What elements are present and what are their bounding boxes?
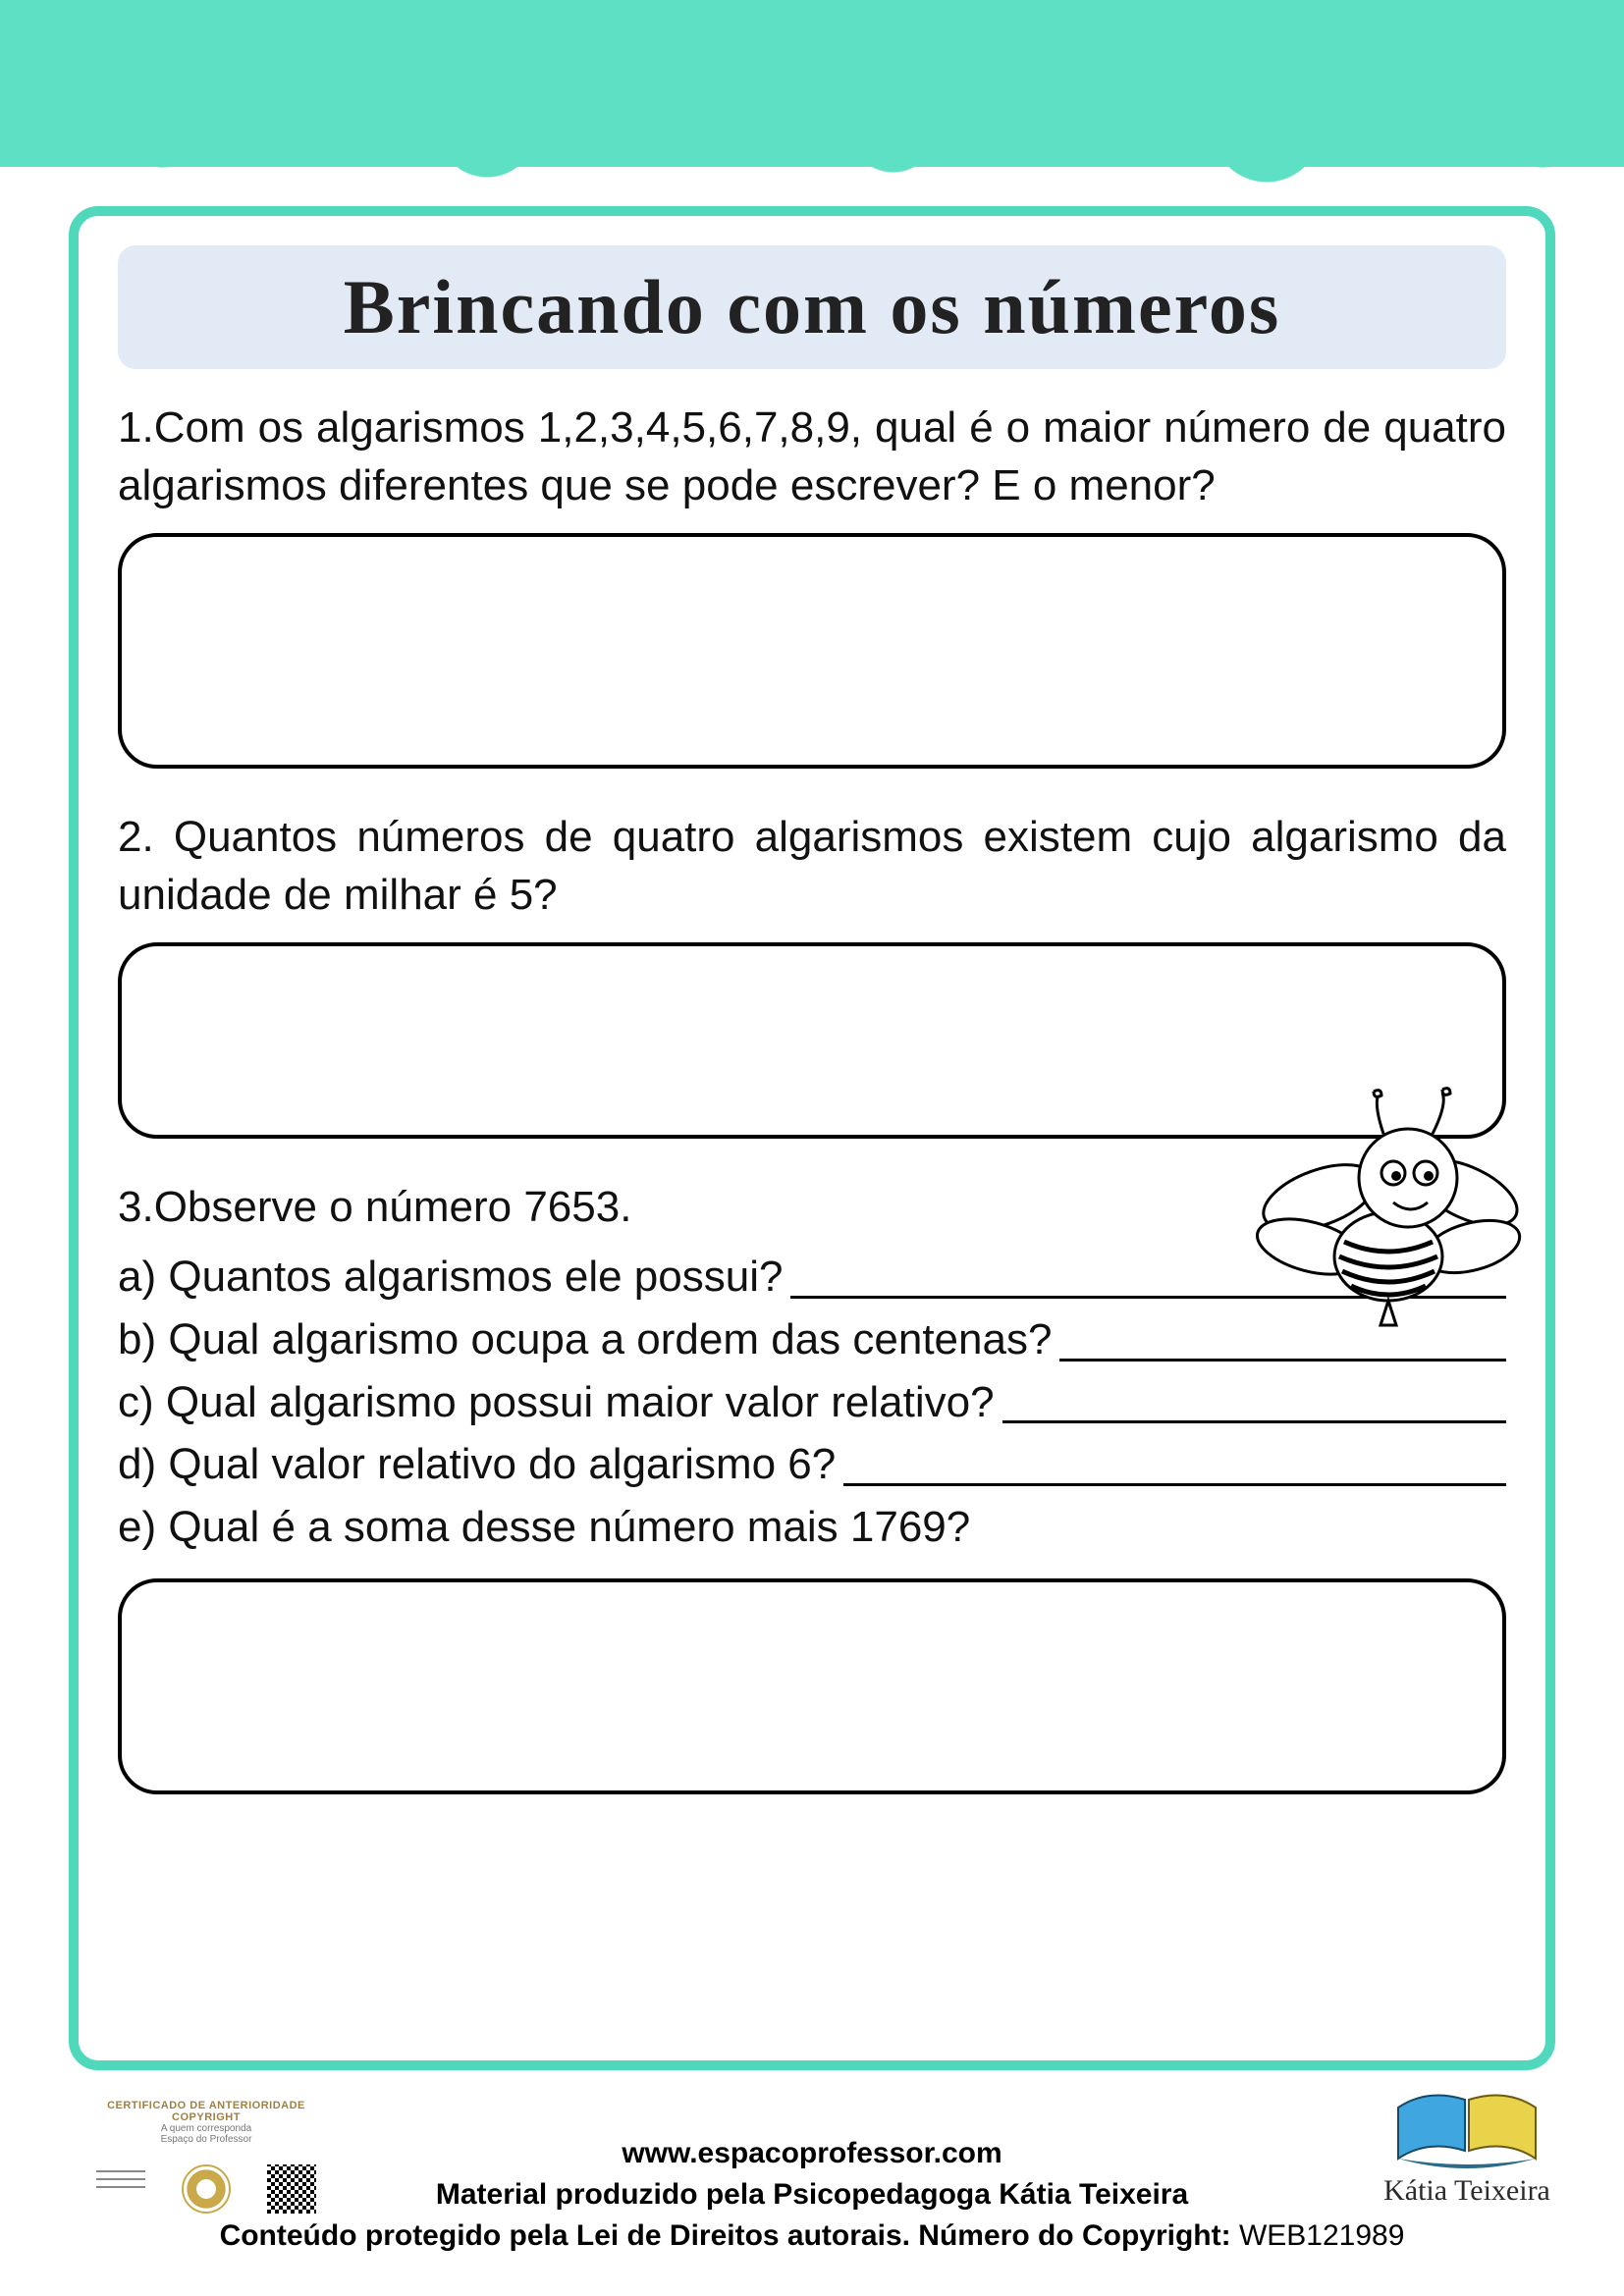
q3-item-e: e) Qual é a soma desse número mais 1769?: [118, 1496, 1506, 1559]
q3-c-label: c) Qual algarismo possui maior valor rel…: [118, 1371, 995, 1434]
q3-d-label: d) Qual valor relativo do algarismo 6?: [118, 1433, 836, 1496]
copyright-label: Conteúdo protegido pela Lei de Direitos …: [220, 2219, 1231, 2252]
question-2-text: 2. Quantos números de quatro algarismos …: [118, 808, 1506, 925]
cert-title: CERTIFICADO DE ANTERIORIDADE COPYRIGHT: [79, 2100, 334, 2123]
q3-a-label: a) Quantos algarismos ele possui?: [118, 1246, 783, 1308]
worksheet-title: Brincando com os números: [137, 263, 1487, 351]
answer-box-1[interactable]: [118, 533, 1506, 769]
footer-site: www.espacoprofessor.com: [0, 2133, 1624, 2174]
question-1-text: 1.Com os algarismos 1,2,3,4,5,6,7,8,9, q…: [118, 399, 1506, 515]
answer-box-3e[interactable]: [118, 1578, 1506, 1794]
q3-b-label: b) Qual algarismo ocupa a ordem das cent…: [118, 1308, 1052, 1371]
bee-icon: [1241, 1080, 1536, 1355]
q3-item-d: d) Qual valor relativo do algarismo 6?: [118, 1433, 1506, 1496]
q3-e-label: e) Qual é a soma desse número mais 1769?: [118, 1496, 970, 1559]
copyright-number: WEB121989: [1239, 2219, 1404, 2252]
q3-d-blank[interactable]: [843, 1433, 1506, 1486]
footer-credit: Material produzido pela Psicopedagoga Ká…: [0, 2174, 1624, 2216]
q3-item-c: c) Qual algarismo possui maior valor rel…: [118, 1371, 1506, 1434]
worksheet-frame: Brincando com os números 1.Com os algari…: [69, 206, 1555, 2070]
title-banner: Brincando com os números: [118, 245, 1506, 369]
footer: www.espacoprofessor.com Material produzi…: [0, 2133, 1624, 2257]
top-decor-band: [0, 0, 1624, 167]
footer-copyright: Conteúdo protegido pela Lei de Direitos …: [0, 2216, 1624, 2257]
q3-c-blank[interactable]: [1002, 1371, 1506, 1424]
